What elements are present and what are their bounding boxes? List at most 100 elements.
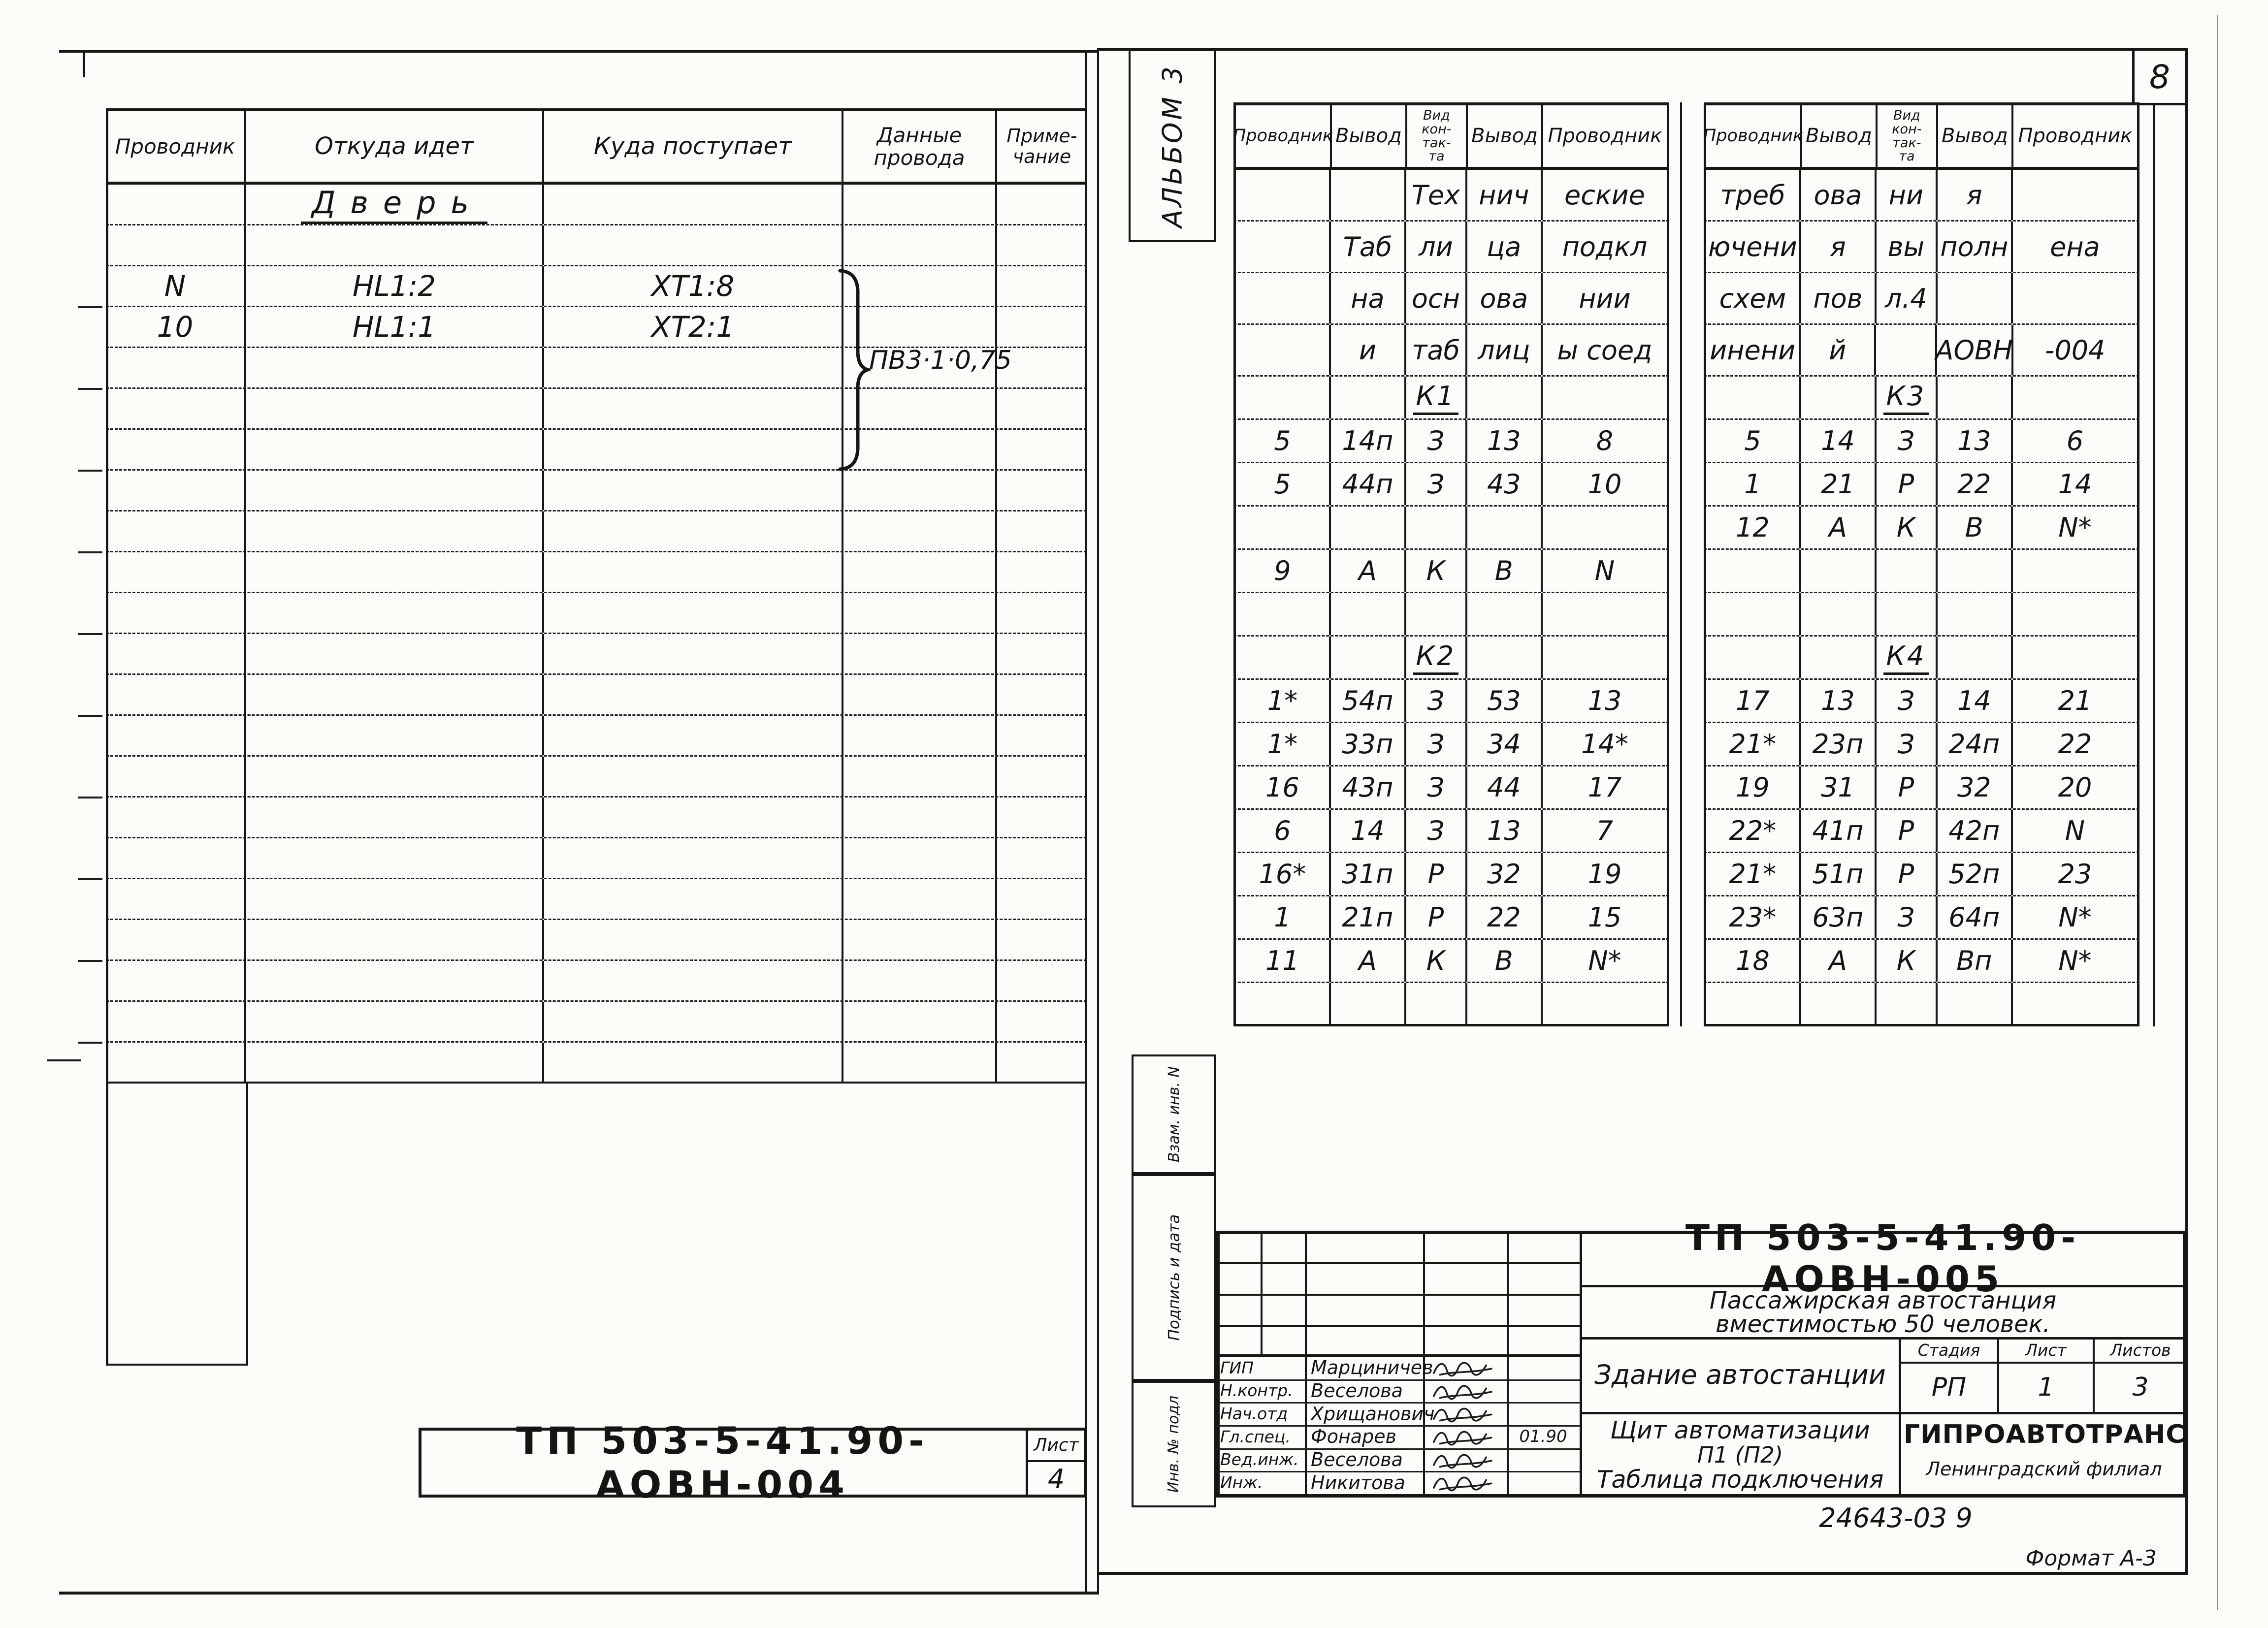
table-cell xyxy=(997,879,1087,919)
table-cell xyxy=(106,389,246,428)
table-cell: 1* xyxy=(1236,680,1331,722)
table-row: 1 21 Р 22 14 xyxy=(1704,463,2139,507)
table-cell: N* xyxy=(2058,902,2092,933)
signature-role: Нач.отд xyxy=(1220,1404,1288,1424)
table-cell xyxy=(544,185,843,224)
center-fold-line xyxy=(1097,48,1099,1594)
table-row: 21* 51п Р 52п 23 xyxy=(1704,853,2139,896)
table-cell xyxy=(1406,983,1467,1024)
table-cell xyxy=(106,471,246,510)
table-cell: 32 xyxy=(1938,766,2013,808)
table-row: 21* 23п З 24п 22 xyxy=(1704,723,2139,766)
table-cell xyxy=(106,920,246,959)
table-cell: й xyxy=(1801,325,1877,375)
table-row: 5 14 З 13 6 xyxy=(1704,420,2139,463)
sheet-value: 1 xyxy=(2038,1372,2054,1402)
left-table-col1-extension xyxy=(246,1084,248,1365)
table-cell: Р xyxy=(1406,896,1467,938)
table-cell xyxy=(1801,550,1877,592)
table-cell xyxy=(1331,507,1407,548)
signature-role: Вед.инж. xyxy=(1220,1450,1299,1469)
table-cell: ючени xyxy=(1706,222,1801,272)
table-row xyxy=(106,798,1087,838)
left-title-block-divider xyxy=(1026,1460,1087,1462)
title-block-line xyxy=(1580,1337,2186,1340)
table-row: Таб ли ца подкл xyxy=(1233,222,1669,273)
table-cell: З xyxy=(1406,420,1467,462)
row-line-overshoot xyxy=(78,633,102,635)
sheets-label: Листов xyxy=(2110,1340,2171,1360)
table-cell: 1* xyxy=(1236,723,1331,765)
table-cell: Вп xyxy=(1938,940,2013,982)
table-row xyxy=(106,1002,1087,1043)
column-header: Куда поступает xyxy=(544,111,843,182)
table-cell xyxy=(246,471,544,510)
wire-group-brace xyxy=(836,268,874,473)
table-cell xyxy=(1331,170,1407,220)
column-header: Проводник xyxy=(1703,105,1803,167)
content-line2: П1 (П2) xyxy=(1697,1441,1783,1468)
table-cell: 13 xyxy=(1467,810,1543,852)
column-header: Вывод xyxy=(1332,105,1407,167)
table-cell xyxy=(544,838,843,878)
table-cell xyxy=(246,716,544,755)
sheets-value: 3 xyxy=(2132,1372,2149,1402)
table-cell: К xyxy=(1406,550,1467,592)
table-cell: З xyxy=(1877,420,1938,462)
table-cell xyxy=(246,1043,544,1082)
table-cell: Р xyxy=(1877,766,1938,808)
column-header: Откуда идет xyxy=(246,111,544,182)
table-cell xyxy=(997,1002,1087,1041)
row-line-overshoot xyxy=(78,388,102,390)
signature-scribble xyxy=(1427,1358,1503,1377)
table-cell: З xyxy=(1406,810,1467,852)
table-cell: В xyxy=(1467,550,1543,592)
organization-branch: Ленинградский филиал xyxy=(1926,1458,2162,1480)
left-table-left-border xyxy=(106,108,108,1365)
table-cell xyxy=(544,716,843,755)
table-cell xyxy=(843,757,997,796)
table-cell xyxy=(106,511,246,551)
title-block-line xyxy=(1216,1325,1580,1327)
table-cell: 24п xyxy=(1938,723,2013,765)
table-cell xyxy=(1543,377,1667,418)
table-cell xyxy=(843,552,997,592)
margin-box-inv: Инв. № подл xyxy=(1132,1381,1216,1507)
table-cell: 14* xyxy=(1581,729,1628,760)
table-cell xyxy=(544,225,843,265)
table-cell: 5 xyxy=(1236,463,1331,505)
table-cell xyxy=(997,307,1087,347)
table-cell xyxy=(246,389,544,428)
table-cell: А xyxy=(1331,940,1407,982)
table-cell xyxy=(997,961,1087,1000)
table-row xyxy=(1233,507,1669,550)
table-row xyxy=(106,348,1087,389)
table-cell xyxy=(544,511,843,551)
table-cell xyxy=(997,634,1087,673)
table-cell: подкл xyxy=(1562,231,1648,262)
margin-label-podpis: Подпись и дата xyxy=(1165,1214,1183,1341)
table-cell xyxy=(1331,593,1407,635)
column-header: Проводник xyxy=(1233,105,1333,167)
table-cell: HL1:2 xyxy=(246,266,544,306)
title-block-line xyxy=(1216,1379,1580,1381)
signature-name: Марциничев xyxy=(1311,1357,1433,1379)
table-row xyxy=(1233,593,1669,637)
table-cell xyxy=(1877,593,1938,635)
table-row xyxy=(106,716,1087,757)
table-cell xyxy=(843,471,997,510)
table-row: схем пов л.4 xyxy=(1704,273,2139,325)
table-cell: 17 xyxy=(1706,680,1801,722)
signature-role: ГИП xyxy=(1220,1358,1254,1377)
table-cell: N* xyxy=(2058,945,2092,976)
table-cell: таб xyxy=(1406,325,1467,375)
table-cell xyxy=(1801,377,1877,418)
table-cell: 16 xyxy=(1236,766,1331,808)
table-cell xyxy=(1406,507,1467,548)
organization-block: ГИПРОАВТОТРАНС Ленинградский филиал xyxy=(1904,1420,2185,1480)
table-cell xyxy=(106,348,246,387)
table-cell xyxy=(246,798,544,837)
table-cell: ни xyxy=(1877,170,1938,220)
table-cell: 32 xyxy=(1467,853,1543,895)
right-title-block xyxy=(1216,1231,2186,1498)
